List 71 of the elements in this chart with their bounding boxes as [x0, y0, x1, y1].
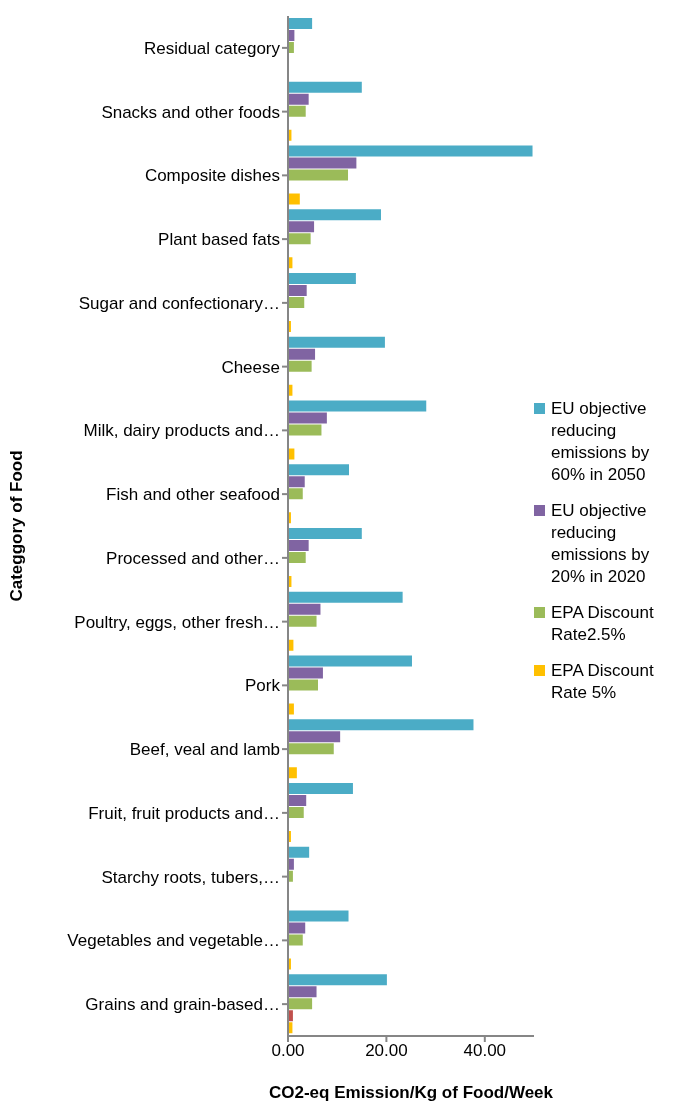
bar [288, 273, 356, 284]
bar [288, 348, 316, 360]
bar [288, 783, 353, 794]
bar [288, 591, 403, 603]
bar [288, 157, 357, 169]
bar [288, 540, 309, 551]
bar [288, 221, 315, 233]
y-tick-label: Starchy roots, tubers,… [101, 867, 280, 887]
bar [288, 297, 305, 308]
y-tick-label: Pork [245, 676, 281, 696]
legend-label: EU objective reducing emissions by 20% in 2020 [551, 500, 651, 588]
bar [288, 846, 310, 858]
y-tick-label: Cheese [221, 357, 280, 377]
bar [288, 424, 322, 436]
y-tick-label: Fish and other seafood [106, 485, 280, 505]
x-tick-label: 40.00 [463, 1041, 507, 1061]
bar [288, 974, 387, 986]
y-tick-label: Composite dishes [144, 166, 280, 186]
y-tick-label: Plant based fats [158, 230, 280, 250]
bar [288, 336, 385, 348]
x-tick-label: 0.00 [271, 1041, 305, 1061]
bar [288, 615, 317, 627]
bar [288, 18, 313, 29]
bar [288, 603, 321, 615]
bar [288, 934, 303, 946]
bar [288, 528, 362, 539]
bar [288, 209, 381, 221]
y-tick-label: Residual category [143, 38, 281, 58]
bar [288, 655, 412, 667]
y-tick-label: Milk, dairy products and… [83, 421, 280, 441]
bar [288, 105, 306, 117]
y-tick-label: Processed and other… [106, 548, 280, 568]
bar [288, 169, 349, 181]
bar [288, 910, 349, 922]
y-tick-label: Grains and grain-based… [85, 995, 280, 1015]
y-tick-label: Vegetables and vegetable… [67, 931, 280, 951]
bar [288, 998, 313, 1010]
x-axis-title: CO2-eq Emission/Kg of Food/Week [269, 1083, 554, 1102]
bar [288, 807, 304, 818]
y-axis-title: Categgory of Food [7, 450, 27, 602]
bar [288, 476, 305, 488]
y-tick-label: Sugar and confectionary… [78, 293, 280, 313]
x-tick-label: 20.00 [365, 1041, 408, 1061]
y-tick-label: Poultry, eggs, other fresh… [74, 612, 280, 632]
bar [288, 986, 317, 998]
bar [288, 233, 311, 245]
bar [288, 667, 323, 679]
bar [288, 285, 307, 296]
bar [288, 488, 303, 500]
y-tick-label: Beef, veal and lamb [129, 740, 280, 760]
bar [288, 795, 307, 806]
y-tick-label: Snacks and other foods [101, 102, 280, 122]
legend-label: EPA Discount Rate 5% [551, 660, 655, 704]
bar [288, 464, 350, 476]
bar [288, 360, 312, 372]
bar [288, 145, 533, 157]
bar [288, 743, 334, 755]
y-tick-label: Fruit, fruit products and… [88, 803, 280, 823]
bar [288, 400, 427, 412]
bar [288, 922, 306, 934]
bar [288, 81, 362, 93]
legend-label: EU objective reducing emissions by 60% in 2050 [551, 398, 651, 486]
bar [288, 731, 341, 743]
bar [288, 679, 319, 691]
legend-label: EPA Discount Rate2.5% [551, 602, 655, 646]
bar [288, 552, 306, 563]
bar [288, 93, 309, 105]
bar [288, 767, 297, 779]
bar [288, 193, 300, 205]
bar [288, 719, 474, 731]
bar [288, 412, 327, 424]
